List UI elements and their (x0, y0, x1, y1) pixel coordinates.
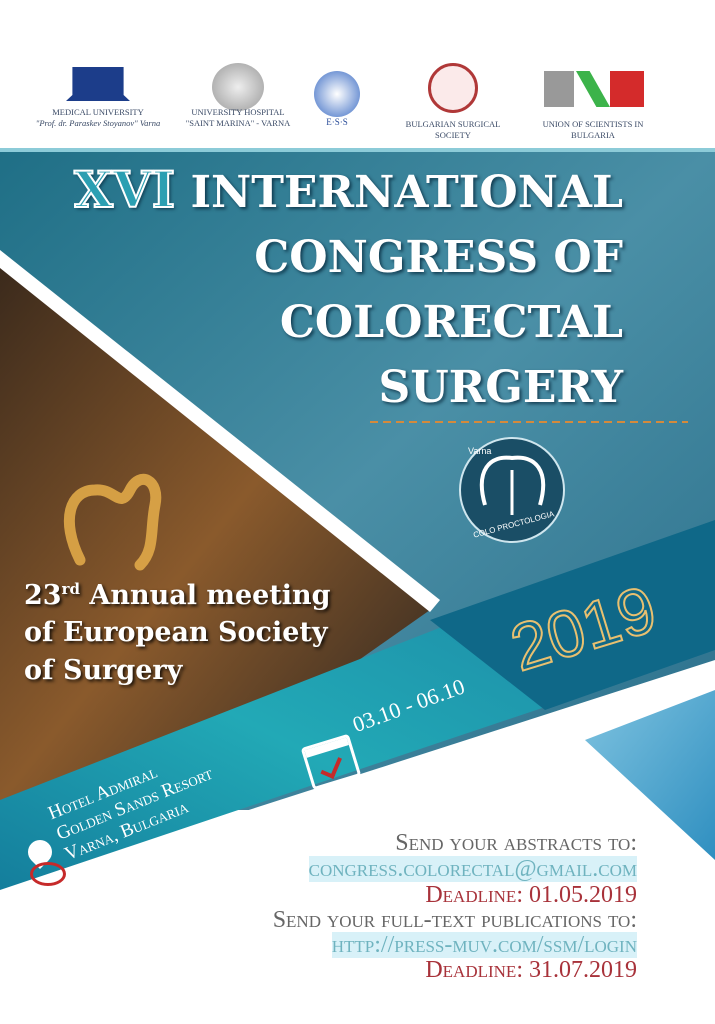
university-hospital-logo (212, 63, 264, 111)
title-line-3: COLORECTAL (279, 297, 623, 348)
union-of-scientists-logo (544, 71, 644, 107)
union-of-scientists-caption: UNION OF SCIENTISTS IN BULGARIA (542, 119, 644, 140)
abstracts-deadline: Deadline: 01.05.2019 (425, 882, 637, 908)
ess-logo (314, 71, 360, 117)
fulltext-label: Send your full-text publications to: (272, 907, 637, 933)
ess-caption: E·S·S (326, 117, 348, 127)
subtitle-line-3: of Surgery (24, 655, 183, 686)
warm-photo-panel (0, 265, 430, 800)
year-panel (430, 520, 715, 710)
bulgarian-surgical-society-logo (428, 63, 478, 113)
fulltext-url[interactable]: http://press-muv.com/ssm/login (331, 932, 637, 958)
title-line-2: CONGRESS OF (254, 232, 623, 283)
title-numeral: XVI (73, 159, 176, 220)
emblem-top-text: Varna (468, 446, 492, 456)
abstracts-label: Send your abstracts to: (395, 830, 637, 856)
logo-row: MEDICAL UNIVERSITY "Prof. dr. Paraskev St… (0, 55, 715, 150)
white-diagonal (0, 250, 440, 612)
location-pin-ring (30, 862, 66, 886)
colon-illustration (63, 473, 162, 571)
title-line-4: SURGERY (378, 362, 623, 413)
colo-proctologia-emblem (459, 437, 565, 543)
fulltext-deadline: Deadline: 31.07.2019 (425, 957, 637, 983)
light-blue-corner (585, 690, 715, 860)
medical-university-caption: MEDICAL UNIVERSITY "Prof. dr. Paraskev St… (35, 107, 161, 128)
subtitle-line-2: of European Society (24, 617, 328, 648)
medical-university-logo (66, 67, 130, 101)
university-hospital-caption: UNIVERSITY HOSPITAL "SAINT MARINA" - VARN… (185, 107, 291, 128)
subtitle-line-1: 23rd Annual meeting (24, 580, 331, 611)
bulgarian-surgical-society-caption: BULGARIAN SURGICAL SOCIETY (405, 119, 501, 140)
abstracts-email[interactable]: congress.colorectal@gmail.com (308, 856, 637, 882)
title-line-1: XVI INTERNATIONAL (73, 159, 623, 220)
